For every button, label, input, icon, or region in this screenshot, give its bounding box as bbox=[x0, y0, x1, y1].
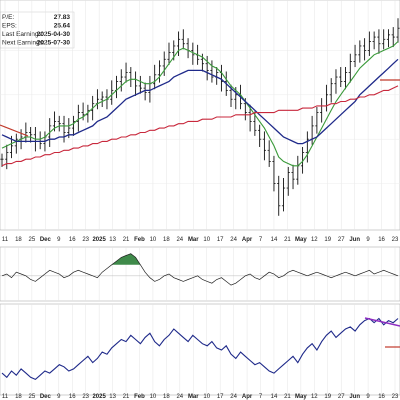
x-tick-label: 19 bbox=[324, 237, 331, 243]
info-label: P/E: bbox=[2, 14, 14, 21]
x-month-label: Feb bbox=[134, 237, 145, 243]
x-tick-label: 10 bbox=[203, 237, 210, 243]
info-label: Next Earnings: bbox=[2, 40, 45, 47]
x-tick-label: 24 bbox=[230, 394, 237, 400]
x-month-label: 2025 bbox=[92, 394, 106, 400]
x-tick-label: 14 bbox=[271, 394, 278, 400]
x-tick-label: 27 bbox=[338, 237, 345, 243]
x-tick-label: 21 bbox=[123, 237, 130, 243]
x-tick-label: 25 bbox=[29, 237, 36, 243]
info-label: EPS: bbox=[2, 23, 17, 30]
x-tick-label: 18 bbox=[163, 237, 170, 243]
x-tick-label: 10 bbox=[150, 237, 157, 243]
x-tick-label: 10 bbox=[203, 394, 210, 400]
x-tick-label: 24 bbox=[176, 394, 183, 400]
x-tick-label: 18 bbox=[163, 394, 170, 400]
price-panel bbox=[0, 0, 400, 231]
x-tick-label: 23 bbox=[82, 237, 89, 243]
x-tick-label: 7 bbox=[259, 394, 263, 400]
medium-moving-average-line bbox=[1, 58, 399, 145]
x-tick-label: 24 bbox=[176, 237, 183, 243]
x-month-label: Mar bbox=[188, 237, 199, 243]
info-value: 2025-07-30 bbox=[37, 40, 71, 47]
x-month-label: Apr bbox=[242, 237, 253, 243]
x-tick-label: 11 bbox=[2, 394, 9, 400]
info-value: 27.83 bbox=[54, 14, 71, 21]
x-tick-label: 21 bbox=[284, 394, 291, 400]
x-tick-label: 11 bbox=[2, 237, 9, 243]
x-month-label: 2025 bbox=[92, 237, 106, 243]
x-tick-label: 24 bbox=[230, 237, 237, 243]
relative-strength-line bbox=[1, 317, 399, 381]
info-value: 25.64 bbox=[54, 23, 71, 30]
x-tick-label: 9 bbox=[57, 237, 61, 243]
x-tick-label: 21 bbox=[284, 237, 291, 243]
info-value: 2025-04-30 bbox=[37, 31, 71, 38]
x-month-label: May bbox=[295, 394, 307, 400]
x-tick-label: 18 bbox=[15, 394, 22, 400]
relative-strength-panel bbox=[0, 303, 400, 396]
x-tick-label: 18 bbox=[15, 237, 22, 243]
x-tick-label: 17 bbox=[217, 237, 224, 243]
x-tick-label: 13 bbox=[109, 237, 116, 243]
x-month-label: Dec bbox=[40, 237, 52, 243]
short-moving-average-line bbox=[1, 41, 399, 167]
x-tick-label: 19 bbox=[324, 394, 331, 400]
x-tick-label: 12 bbox=[311, 394, 318, 400]
x-tick-label: 9 bbox=[366, 237, 370, 243]
x-tick-label: 16 bbox=[69, 394, 76, 400]
x-tick-label: 14 bbox=[271, 237, 278, 243]
x-month-label: Dec bbox=[40, 394, 52, 400]
info-box: P/E: 27.83 EPS: 25.64 Last Earnings:2025-04-… bbox=[0, 11, 75, 49]
oscillator-panel bbox=[0, 246, 400, 302]
x-tick-label: 21 bbox=[123, 394, 130, 400]
x-tick-label: 16 bbox=[378, 394, 385, 400]
x-axis-bottom: 11 18 25 Dec 9 16 23 2025 13 21 Feb 10 18 24 Mar 10 17 24… bbox=[2, 394, 399, 400]
x-tick-label: 10 bbox=[150, 394, 157, 400]
x-month-label: Mar bbox=[188, 394, 199, 400]
x-tick-label: 9 bbox=[57, 394, 61, 400]
x-month-label: Feb bbox=[134, 394, 145, 400]
x-month-label: Apr bbox=[242, 394, 253, 400]
x-axis: 11 18 25 Dec 9 16 23 2025 13 21 Feb 10 18 24 Mar 10 17 24… bbox=[2, 237, 399, 243]
x-tick-label: 12 bbox=[311, 237, 318, 243]
x-tick-label: 23 bbox=[82, 394, 89, 400]
x-month-label: May bbox=[295, 237, 307, 243]
x-tick-label: 7 bbox=[259, 237, 263, 243]
oscillator-line bbox=[1, 253, 399, 286]
x-tick-label: 16 bbox=[69, 237, 76, 243]
x-tick-label: 23 bbox=[392, 237, 399, 243]
x-month-label: Jun bbox=[349, 394, 360, 400]
x-month-label: Jun bbox=[349, 237, 360, 243]
rs-trendline bbox=[364, 317, 400, 327]
resistance-trendline-left bbox=[0, 124, 29, 137]
long-moving-average-line bbox=[1, 85, 399, 167]
x-tick-label: 23 bbox=[392, 394, 399, 400]
oscillator-overbought-fill bbox=[111, 253, 141, 265]
x-tick-label: 13 bbox=[109, 394, 116, 400]
x-tick-label: 16 bbox=[378, 237, 385, 243]
x-tick-label: 9 bbox=[366, 394, 370, 400]
info-label: Last Earnings: bbox=[2, 31, 44, 38]
x-tick-label: 25 bbox=[29, 394, 36, 400]
x-tick-label: 17 bbox=[217, 394, 224, 400]
x-tick-label: 27 bbox=[338, 394, 345, 400]
